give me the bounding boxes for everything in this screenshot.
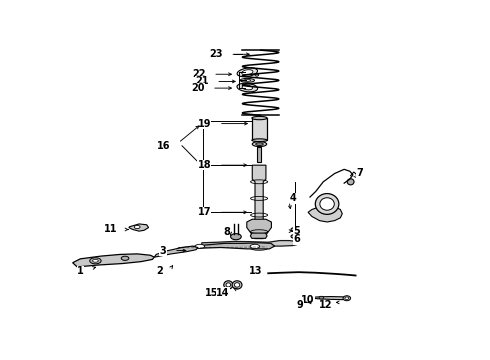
Text: 21: 21 [195,76,209,86]
Ellipse shape [244,79,251,81]
Polygon shape [202,240,298,246]
Ellipse shape [224,281,233,289]
Text: 7: 7 [356,168,363,179]
Text: 17: 17 [198,207,211,217]
Ellipse shape [226,283,231,287]
Ellipse shape [237,68,258,77]
Ellipse shape [347,179,354,185]
Ellipse shape [343,296,351,301]
Ellipse shape [306,296,314,301]
Ellipse shape [93,260,98,262]
Polygon shape [154,246,198,257]
Text: 2: 2 [156,266,163,276]
Text: 10: 10 [301,294,315,305]
Text: 8: 8 [223,227,230,237]
Polygon shape [252,165,266,225]
Text: 1: 1 [77,266,84,276]
Ellipse shape [134,225,140,229]
Ellipse shape [242,85,252,90]
Polygon shape [177,243,275,250]
Polygon shape [308,205,342,222]
Ellipse shape [308,297,312,300]
Ellipse shape [232,281,242,289]
Ellipse shape [291,228,299,231]
Text: 3: 3 [160,246,167,256]
Ellipse shape [121,256,129,260]
Polygon shape [129,224,148,231]
Ellipse shape [319,296,324,299]
Text: 11: 11 [104,225,118,234]
Text: 18: 18 [197,160,211,170]
Ellipse shape [255,74,259,76]
Text: 15: 15 [205,288,219,298]
Text: 9: 9 [297,300,303,310]
Text: 6: 6 [293,234,300,244]
Ellipse shape [195,244,205,248]
Polygon shape [73,254,154,267]
FancyBboxPatch shape [257,147,261,162]
Ellipse shape [320,198,334,210]
Text: 20: 20 [191,83,204,93]
Ellipse shape [250,244,260,248]
Ellipse shape [252,116,267,120]
Text: 12: 12 [319,300,333,310]
Ellipse shape [256,143,263,145]
Text: 22: 22 [192,69,206,79]
Text: 19: 19 [198,118,211,129]
FancyBboxPatch shape [252,118,267,140]
Ellipse shape [231,234,241,240]
Polygon shape [250,233,267,238]
Polygon shape [247,219,271,239]
Ellipse shape [252,141,267,147]
Ellipse shape [234,283,240,287]
Ellipse shape [315,194,339,214]
Text: 16: 16 [157,141,171,151]
Text: 14: 14 [216,288,229,298]
Polygon shape [306,297,350,300]
Ellipse shape [345,297,349,300]
Text: 4: 4 [290,193,297,203]
Ellipse shape [252,139,267,141]
Ellipse shape [242,70,253,75]
Text: 5: 5 [293,226,300,236]
Text: 13: 13 [249,266,263,276]
Ellipse shape [237,83,258,92]
Ellipse shape [90,258,101,264]
Ellipse shape [291,234,299,238]
Text: 23: 23 [209,49,222,59]
Ellipse shape [240,78,254,82]
